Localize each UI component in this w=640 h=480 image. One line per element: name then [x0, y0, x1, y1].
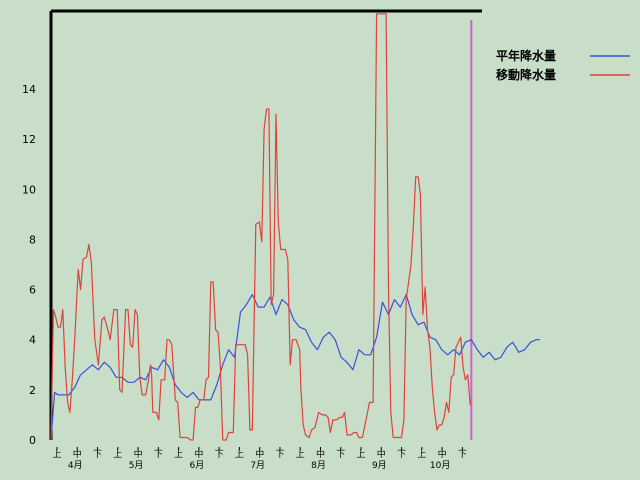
x-period-label: 中	[316, 448, 325, 460]
y-tick-label: 0	[29, 434, 36, 447]
plot-frame	[49, 9, 482, 440]
x-month-label: 5月	[129, 460, 144, 471]
x-axis: 上中下上中下上中下上中下上中下上中下上中下4月 5月 6月 7月 8月 9月 10月	[52, 447, 467, 471]
x-period-label: 下	[93, 450, 102, 460]
x-month-label: 8月	[311, 460, 326, 471]
x-period-label: 下	[154, 450, 163, 460]
legend-label-normal: 平年降水量	[496, 48, 556, 63]
x-period-label: 上	[296, 449, 305, 460]
x-period-label: 上	[174, 449, 183, 460]
x-period-label: 上	[52, 449, 61, 460]
series-layer	[50, 13, 540, 441]
x-period-label: 上	[357, 449, 366, 460]
x-period-label: 中	[134, 448, 143, 460]
x-period-label: 上	[235, 449, 244, 460]
x-period-label: 中	[377, 448, 386, 460]
x-month-label: 9月	[372, 460, 387, 471]
x-period-label: 下	[458, 450, 467, 460]
x-period-label: 中	[194, 448, 203, 460]
y-tick-label: 10	[22, 183, 36, 196]
y-axis: 0 2 4 6 8 10 12 14	[22, 83, 36, 447]
y-tick-label: 12	[22, 133, 36, 146]
x-period-label: 上	[417, 449, 426, 460]
x-period-label: 中	[255, 448, 264, 460]
x-period-label: 下	[275, 450, 284, 460]
legend-label-moving: 移動降水量	[496, 67, 556, 82]
x-month-label: 6月	[190, 460, 205, 471]
series-line-normal-precipitation	[50, 294, 540, 441]
x-period-label: 中	[73, 448, 82, 460]
series-line-moving-precipitation	[50, 13, 471, 441]
x-month-label: 4月	[68, 460, 83, 471]
x-period-label: 中	[438, 448, 447, 460]
x-month-label: 7月	[250, 460, 265, 471]
y-tick-label: 14	[22, 83, 36, 96]
y-tick-label: 6	[29, 284, 36, 297]
x-period-label: 下	[397, 450, 406, 460]
x-period-label: 下	[336, 450, 345, 460]
x-month-label: 10月	[430, 460, 450, 471]
y-tick-label: 8	[29, 233, 36, 246]
x-period-label: 下	[215, 450, 224, 460]
x-period-label: 上	[113, 449, 122, 460]
y-tick-label: 2	[29, 384, 36, 397]
y-tick-label: 4	[29, 334, 36, 347]
